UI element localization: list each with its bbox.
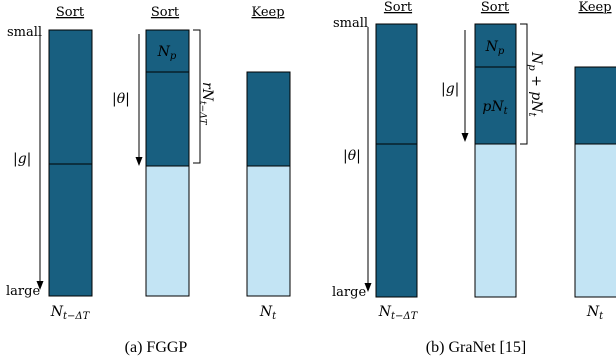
panel-b-sort2-header: Sort [481, 0, 510, 15]
panel-a-sort1-header: Sort [56, 5, 85, 20]
panel-b-theta-arrowhead [364, 283, 372, 292]
panel-a-keep-dark [246, 71, 291, 167]
panel-b-brace [520, 23, 528, 145]
panel-b-g-arrowhead [461, 133, 469, 142]
panel-b-g-label: |g| [441, 81, 459, 97]
panel-a-bottom-label-1: Nt−ΔT [50, 304, 91, 322]
panel-b-small-label: small [333, 16, 368, 31]
panel-b-brace-label: Np + pNt [526, 51, 544, 118]
panel-b-pnt-label: pNt [482, 99, 508, 117]
panel-b-caption: (b) GraNet [15] [426, 339, 526, 356]
panel-a-sort1-bar [48, 29, 93, 297]
panel-a-sort2-header: Sort [151, 5, 180, 20]
panel-b-sort2-dark [474, 23, 517, 145]
panel-b-sort1-header: Sort [384, 0, 413, 15]
panel-a-sort2-dark [145, 29, 190, 167]
panel-a-keep-light [246, 165, 291, 297]
panel-b-theta-label: |θ| [343, 148, 361, 164]
svg-text:rNt−ΔT: rNt−ΔT [197, 82, 215, 126]
panel-b-bottom-label-1: Nt−ΔT [378, 304, 419, 322]
panel-b-sort2-light [474, 143, 517, 298]
panel-a-sort2-light [145, 165, 190, 297]
panel-a-brace [193, 29, 201, 164]
panel-b-sort1-bar [375, 23, 418, 298]
panel-b-keep-header: Keep [578, 0, 611, 15]
panel-b-large-label: large [332, 285, 366, 300]
panel-a-keep-header: Keep [251, 5, 284, 20]
svg-text:Np + pNt: Np + pNt [526, 51, 544, 118]
panel-a-caption: (a) FGGP [125, 339, 188, 356]
panel-a-theta-label: |θ| [112, 91, 130, 107]
panel-a-brace-label: rNt−ΔT [197, 82, 215, 126]
panel-b-keep-light [574, 143, 616, 298]
panel-a-bottom-label-2: Nt [259, 304, 277, 322]
panel-a-small-label: small [7, 25, 42, 40]
panel-b-keep-dark [574, 66, 616, 145]
panel-b-bottom-label-2: Nt [586, 304, 604, 322]
panel-a-g-label: |g| [13, 151, 31, 167]
panel-a-large-label: large [6, 284, 40, 299]
panel-a-theta-arrowhead [135, 157, 143, 166]
panel-a-g-arrowhead [36, 281, 44, 290]
